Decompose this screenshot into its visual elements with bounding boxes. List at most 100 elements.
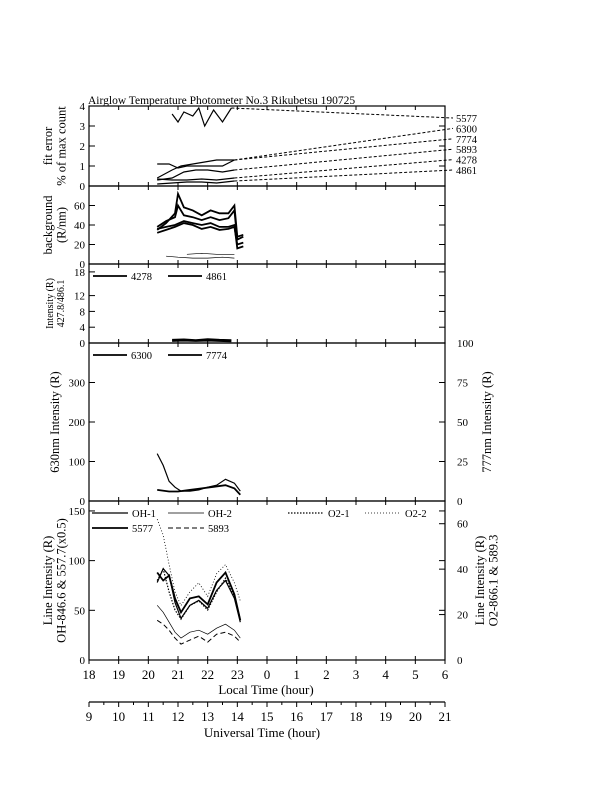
y-tick-label: 0 — [80, 496, 86, 508]
y-axis-label: fit error% of max count — [41, 106, 69, 186]
universal-time-tick-label: 9 — [86, 709, 93, 724]
legend-leader — [234, 169, 454, 182]
y-tick-label: 12 — [74, 291, 85, 303]
local-time-tick-label: 4 — [382, 667, 389, 682]
y-axis-label-line: Intensity (R) — [45, 278, 56, 329]
y-tick-label: 0 — [80, 259, 86, 271]
local-time-axis-label: Local Time (hour) — [218, 682, 313, 697]
universal-time-tick-label: 11 — [142, 709, 155, 724]
universal-time-tick-label: 18 — [350, 709, 363, 724]
y-axis-label-line: Line Intensity (R) — [41, 536, 55, 626]
y-tick-label: 4 — [80, 322, 86, 334]
y-axis-label-line: fit error — [41, 126, 55, 165]
y-tick-label: 3 — [80, 121, 86, 133]
legend-label: O2-2 — [405, 509, 427, 520]
series-line-5893 — [157, 169, 235, 181]
universal-time-tick-label: 10 — [112, 709, 125, 724]
legend-label: OH-1 — [132, 509, 156, 520]
series-line-trace-0 — [156, 190, 244, 238]
y-tick-label: 60 — [74, 201, 86, 213]
series-line-trace-1 — [156, 203, 244, 241]
y-axis-label: background (R/nm) — [41, 195, 69, 255]
y-right-tick-label: 0 — [457, 655, 463, 667]
legend-label: 4861 — [456, 166, 477, 177]
legend-label: 7774 — [206, 351, 228, 362]
y-axis-label-right: Line Intensity (R) O2-866.1 & 589.3 — [473, 535, 501, 627]
y-axis-label: Line Intensity (R) OH-846.6 & 557.7(x0.5) — [41, 518, 69, 643]
panel-630-777: 0 100 200 300 0 25 50 75 100 630nm Intensity (R) 7… — [48, 338, 494, 508]
legend-label: 4278 — [456, 156, 477, 167]
y-axis-label-right: 777nm Intensity (R) — [480, 371, 494, 472]
y-tick-label: 0 — [80, 181, 86, 193]
series-line-7774 — [157, 484, 241, 496]
universal-time-axis: 9 10 11 12 13 14 15 16 17 18 19 20 21 — [86, 701, 452, 724]
y-tick-label: 1 — [80, 161, 86, 173]
y-tick-label: 18 — [74, 267, 86, 279]
y-axis-label-right-line: 777nm Intensity (R) — [480, 371, 494, 472]
legend-leader — [234, 159, 454, 179]
legend-label: 4861 — [206, 272, 227, 283]
legend-label: 5577 — [132, 524, 153, 535]
y-right-tick-label: 40 — [457, 564, 469, 576]
y-tick-label: 0 — [80, 338, 86, 350]
legend-leader — [234, 138, 454, 161]
y-tick-label: 40 — [74, 220, 86, 232]
local-time-tick-label: 1 — [293, 667, 300, 682]
universal-time-tick-label: 13 — [201, 709, 214, 724]
local-time-tick-label: 0 — [264, 667, 271, 682]
y-right-tick-label: 50 — [457, 417, 469, 429]
legend-label: 5577 — [456, 114, 477, 125]
series-line-4861 — [157, 180, 235, 185]
universal-time-tick-label: 19 — [379, 709, 392, 724]
universal-time-tick-label: 21 — [439, 709, 452, 724]
legend-label: 6300 — [131, 351, 152, 362]
y-tick-label: 20 — [74, 240, 86, 252]
local-time-tick-label: 19 — [112, 667, 125, 682]
y-axis-label: Intensity (R) 427.8/486.1 — [45, 278, 67, 329]
local-time-tick-label: 20 — [142, 667, 155, 682]
y-tick-label: 200 — [69, 417, 86, 429]
local-time-tick-label: 2 — [323, 667, 330, 682]
legend-label: O2-1 — [328, 509, 350, 520]
y-right-tick-label: 60 — [457, 519, 469, 531]
y-tick-label: 2 — [80, 141, 86, 153]
series-line-4278 — [157, 177, 235, 181]
universal-time-tick-label: 12 — [172, 709, 185, 724]
y-axis-label: 630nm Intensity (R) — [48, 371, 62, 472]
legend-label: 5893 — [208, 524, 229, 535]
universal-time-tick-label: 16 — [290, 709, 304, 724]
universal-time-tick-label: 15 — [261, 709, 274, 724]
chart-title: Airglow Temperature Photometer No.3 Riku… — [88, 95, 355, 107]
universal-time-tick-label: 14 — [231, 709, 245, 724]
legend-label: 4278 — [131, 272, 152, 283]
y-axis-label-line: 630nm Intensity (R) — [48, 371, 62, 472]
y-right-tick-label: 0 — [457, 496, 463, 508]
y-axis-label-right-line: O2-866.1 & 589.3 — [487, 535, 501, 627]
series-line-5893 — [156, 619, 241, 645]
y-axis-label-line: 427.8/486.1 — [56, 280, 67, 328]
y-tick-label: 8 — [80, 306, 86, 318]
series-line-5577 — [171, 106, 232, 128]
y-tick-label: 0 — [80, 655, 86, 667]
y-right-tick-label: 20 — [457, 610, 469, 622]
local-time-tick-label: 5 — [412, 667, 419, 682]
universal-time-axis-label: Universal Time (hour) — [204, 725, 320, 740]
legend-leader — [234, 127, 454, 161]
universal-time-tick-label: 17 — [320, 709, 334, 724]
y-tick-label: 50 — [74, 605, 86, 617]
y-axis-label-line: % of max count — [55, 106, 69, 186]
panel-ratio: 0 4 8 12 18 Intensity (R) 427.8/486.1 4278 4861 — [45, 263, 446, 350]
legend-leader — [234, 148, 454, 171]
panel-frame — [88, 185, 446, 265]
panel-background: 0 20 40 60 background (R/nm) — [41, 185, 446, 271]
series-line-5577 — [156, 570, 242, 621]
y-tick-label: 300 — [69, 378, 86, 390]
series-line-7774 — [156, 159, 235, 179]
legend-label: 6300 — [456, 124, 477, 135]
series-line-trace-3 — [157, 220, 244, 250]
series-line-6300 — [157, 159, 235, 169]
y-right-tick-label: 25 — [457, 457, 469, 469]
